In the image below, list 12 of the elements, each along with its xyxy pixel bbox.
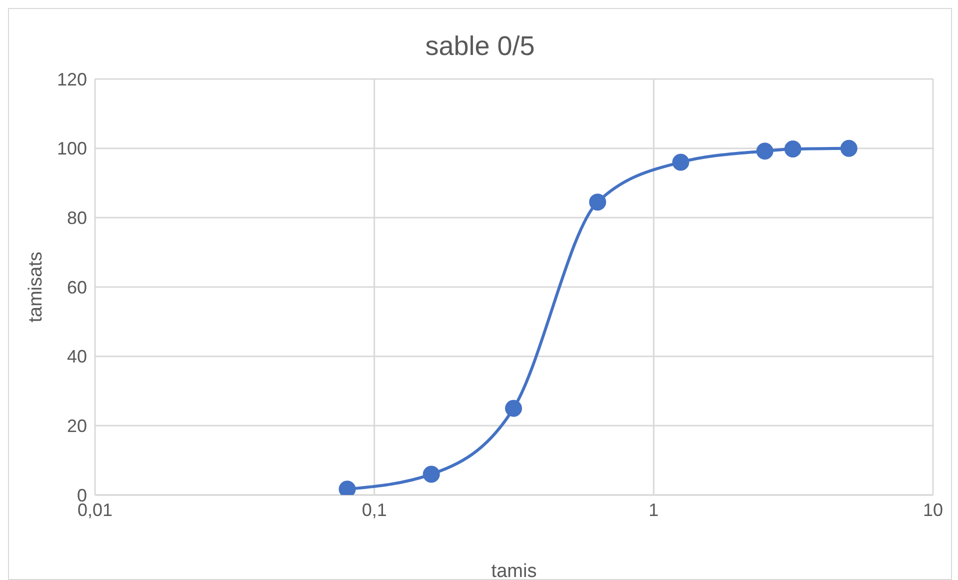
y-tick-label: 20 [66,416,87,436]
chart-title: sable 0/5 [424,31,536,62]
y-tick-label: 60 [66,277,87,298]
y-axis-title: tamisats [26,252,47,322]
x-tick-label: 10 [922,500,944,520]
y-tick-label: 40 [66,346,87,367]
y-tick-label: 120 [56,69,87,90]
x-axis-title: tamis [491,561,537,580]
y-tick-label: 80 [66,208,87,228]
y-tick-label: 100 [56,138,87,159]
x-tick-label: 0,1 [362,500,387,520]
x-tick-label: 1 [648,500,659,520]
